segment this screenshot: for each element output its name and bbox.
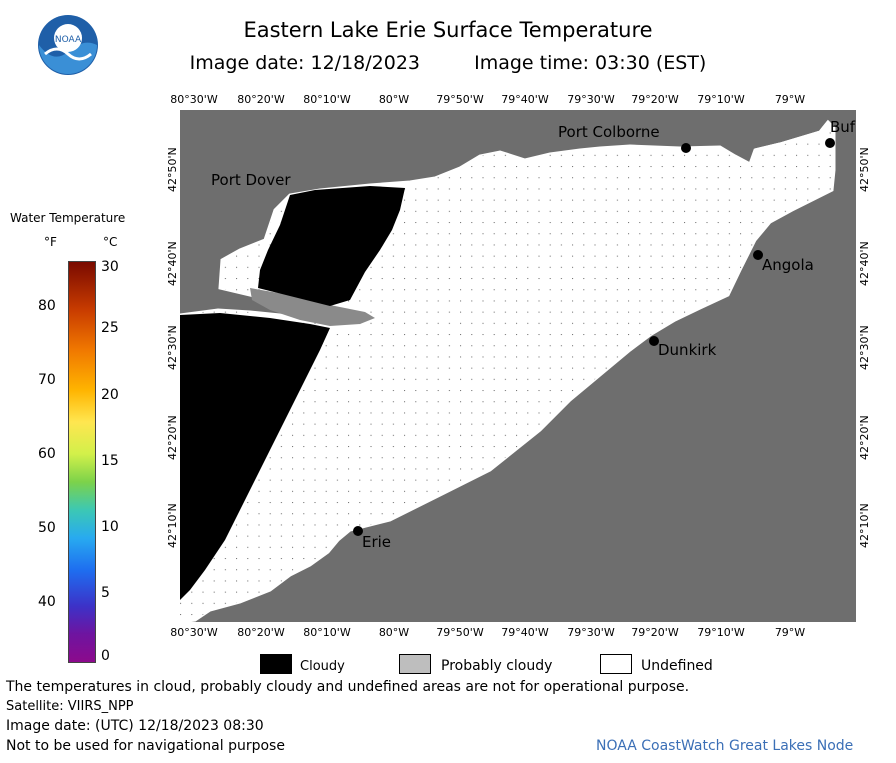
city-label-erie: Erie [362, 533, 392, 551]
image-time: Image time: 03:30 (EST) [474, 52, 707, 74]
legend-swatch-cloudy [260, 654, 292, 674]
lon-label: 79°30'W [567, 626, 615, 639]
utc-date-text: Image date: (UTC) 12/18/2023 08:30 [6, 718, 264, 734]
f-tick: 50 [38, 520, 56, 536]
lon-label: 79°W [774, 93, 806, 106]
city-label-angola: Angola [762, 256, 814, 274]
c-tick: 25 [101, 320, 119, 336]
lon-label: 79°10'W [697, 626, 745, 639]
lon-label: 79°W [774, 626, 806, 639]
lake-erie-map [180, 110, 856, 622]
image-date: Image date: 12/18/2023 [189, 52, 421, 74]
city-label-port-colborne: Port Colborne [558, 123, 660, 141]
temperature-colorbar [68, 261, 96, 663]
lon-label: 80°30'W [170, 93, 218, 106]
lon-label: 80°20'W [237, 93, 285, 106]
c-tick: 5 [101, 585, 110, 601]
f-tick: 70 [38, 372, 56, 388]
legend-swatch-probably-cloudy [399, 654, 431, 674]
c-tick: 10 [101, 519, 119, 535]
colorbar-unit-f: °F [44, 235, 57, 249]
city-marker-dunkirk [649, 336, 659, 346]
lat-label: 42°30'N [166, 325, 179, 370]
colorbar-title: Water Temperature [10, 211, 126, 225]
c-tick: 20 [101, 387, 119, 403]
lon-label: 79°50'W [436, 93, 484, 106]
credit-link[interactable]: NOAA CoastWatch Great Lakes Node [596, 738, 854, 754]
legend-swatch-undefined [600, 654, 632, 674]
lon-label: 80°W [378, 626, 410, 639]
cloud-area-north [258, 186, 405, 306]
lon-label: 80°10'W [303, 626, 351, 639]
c-tick: 0 [101, 648, 110, 664]
noaa-logo-text: NOAA [55, 35, 82, 45]
image-subtitle: Image date: 12/18/2023 Image time: 03:30… [0, 52, 896, 74]
city-marker-port-colborne [681, 143, 691, 153]
f-tick: 80 [38, 298, 56, 314]
legend-label-undefined: Undefined [641, 658, 713, 674]
c-tick: 30 [101, 259, 119, 275]
legend-label-probably-cloudy: Probably cloudy [441, 658, 553, 674]
city-label-buffalo: Buf [830, 118, 856, 136]
noaa-logo: NOAA [37, 14, 99, 76]
north-shore-outline [754, 121, 830, 152]
f-tick: 40 [38, 594, 56, 610]
lon-label: 79°40'W [501, 93, 549, 106]
colorbar-unit-c: °C [103, 235, 118, 249]
lat-label: 42°40'N [166, 241, 179, 286]
lat-label: 42°50'N [166, 147, 179, 192]
lon-label: 79°40'W [501, 626, 549, 639]
lat-label: 42°10'N [166, 503, 179, 548]
lon-label: 79°20'W [631, 626, 679, 639]
cloud-area-southwest [180, 313, 330, 600]
satellite-text: Satellite: VIIRS_NPP [6, 699, 134, 714]
city-label-dunkirk: Dunkirk [658, 341, 717, 359]
lat-label: 42°50'N [858, 147, 871, 192]
lat-label: 42°20'N [166, 415, 179, 460]
lon-label: 80°W [378, 93, 410, 106]
lon-label: 80°20'W [237, 626, 285, 639]
lat-label: 42°30'N [858, 325, 871, 370]
probably-cloudy-area [250, 288, 375, 326]
lon-label: 80°10'W [303, 93, 351, 106]
legend-label-cloudy: Cloudy [300, 659, 345, 674]
page-title: Eastern Lake Erie Surface Temperature [243, 18, 653, 42]
lon-label: 79°50'W [436, 626, 484, 639]
f-tick: 60 [38, 446, 56, 462]
disclaimer-text: The temperatures in cloud, probably clou… [6, 679, 690, 695]
c-tick: 15 [101, 453, 119, 469]
navigation-warning: Not to be used for navigational purpose [6, 738, 285, 754]
lat-label: 42°20'N [858, 415, 871, 460]
lat-label: 42°40'N [858, 241, 871, 286]
city-label-port-dover: Port Dover [211, 171, 291, 189]
lon-label: 79°30'W [567, 93, 615, 106]
city-marker-angola [753, 250, 763, 260]
lat-label: 42°10'N [858, 503, 871, 548]
city-marker-buffalo [825, 138, 835, 148]
city-marker-erie [353, 526, 363, 536]
lon-label: 80°30'W [170, 626, 218, 639]
lon-label: 79°10'W [697, 93, 745, 106]
lon-label: 79°20'W [631, 93, 679, 106]
